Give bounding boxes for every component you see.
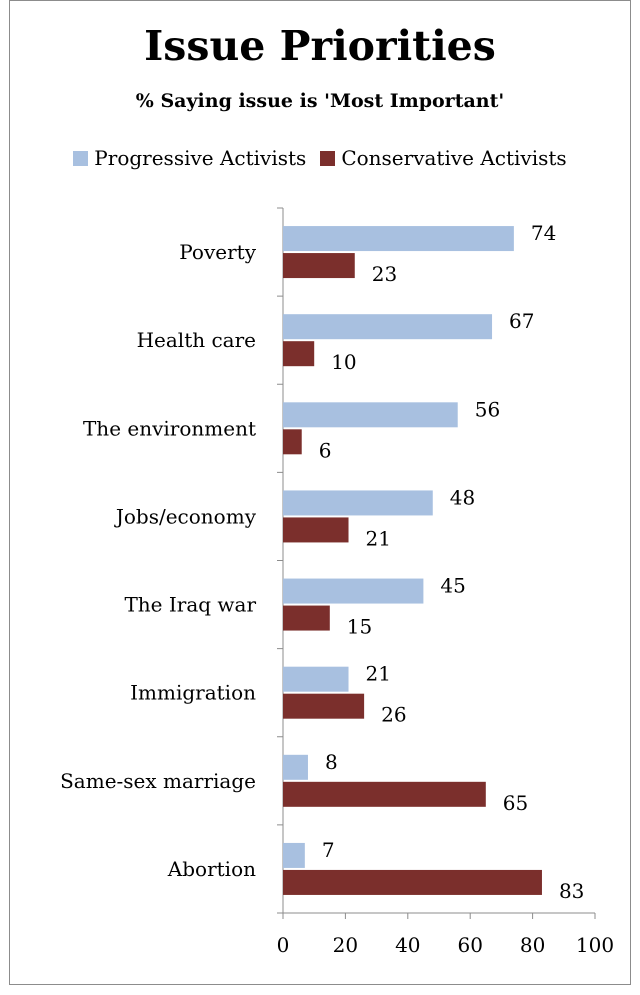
legend-item-progressive: Progressive Activists (73, 146, 306, 170)
data-label-progressive: 21 (366, 662, 391, 686)
data-label-conservative: 6 (319, 438, 332, 462)
category-label: Abortion (167, 857, 256, 881)
category-label: Immigration (130, 681, 256, 705)
bar-conservative (283, 605, 330, 631)
bar-progressive (283, 314, 493, 340)
data-label-progressive: 56 (475, 397, 500, 421)
data-label-progressive: 74 (531, 221, 556, 245)
data-label-conservative: 21 (366, 526, 391, 550)
category-label: The environment (83, 416, 256, 440)
data-label-conservative: 83 (559, 879, 584, 903)
category-label: Health care (137, 328, 256, 352)
legend-label-conservative: Conservative Activists (341, 146, 567, 170)
legend-swatch-conservative (320, 150, 336, 166)
data-label-progressive: 8 (325, 750, 338, 774)
x-tick-label: 0 (277, 933, 290, 957)
data-label-progressive: 7 (322, 838, 335, 862)
data-label-conservative: 65 (503, 791, 528, 815)
data-label-conservative: 10 (331, 350, 356, 374)
category-label: Poverty (179, 240, 256, 264)
bar-conservative (283, 693, 365, 719)
chart-title: Issue Priorities (144, 22, 496, 70)
data-label-conservative: 23 (372, 262, 397, 286)
data-label-conservative: 26 (381, 703, 406, 727)
category-label: The Iraq war (124, 593, 256, 617)
x-tick-label: 100 (576, 933, 614, 957)
bar-conservative (283, 869, 542, 895)
bar-progressive (283, 402, 458, 428)
bar-progressive (283, 666, 349, 692)
category-label: Same-sex marriage (60, 769, 256, 793)
bar-conservative (283, 781, 486, 807)
bar-progressive (283, 842, 305, 868)
data-label-conservative: 15 (347, 615, 372, 639)
bar-progressive (283, 754, 308, 780)
bar-progressive (283, 578, 424, 604)
legend-item-conservative: Conservative Activists (320, 146, 567, 170)
bar-conservative (283, 253, 355, 279)
x-tick-label: 80 (520, 933, 545, 957)
bar-progressive (283, 490, 433, 516)
bar-conservative (283, 341, 315, 367)
bar-conservative (283, 517, 349, 543)
legend-swatch-progressive (73, 150, 89, 166)
data-label-progressive: 45 (440, 574, 465, 598)
bar-progressive (283, 226, 514, 252)
category-label: Jobs/economy (114, 504, 257, 528)
legend-label-progressive: Progressive Activists (94, 146, 307, 170)
data-label-progressive: 67 (509, 309, 534, 333)
data-label-progressive: 48 (450, 485, 475, 509)
chart-subtitle: % Saying issue is 'Most Important' (135, 90, 505, 112)
legend: Progressive Activists Conservative Activ… (0, 146, 640, 170)
x-tick-label: 60 (457, 933, 482, 957)
x-tick-label: 40 (395, 933, 420, 957)
bar-conservative (283, 429, 302, 455)
x-tick-label: 20 (333, 933, 358, 957)
